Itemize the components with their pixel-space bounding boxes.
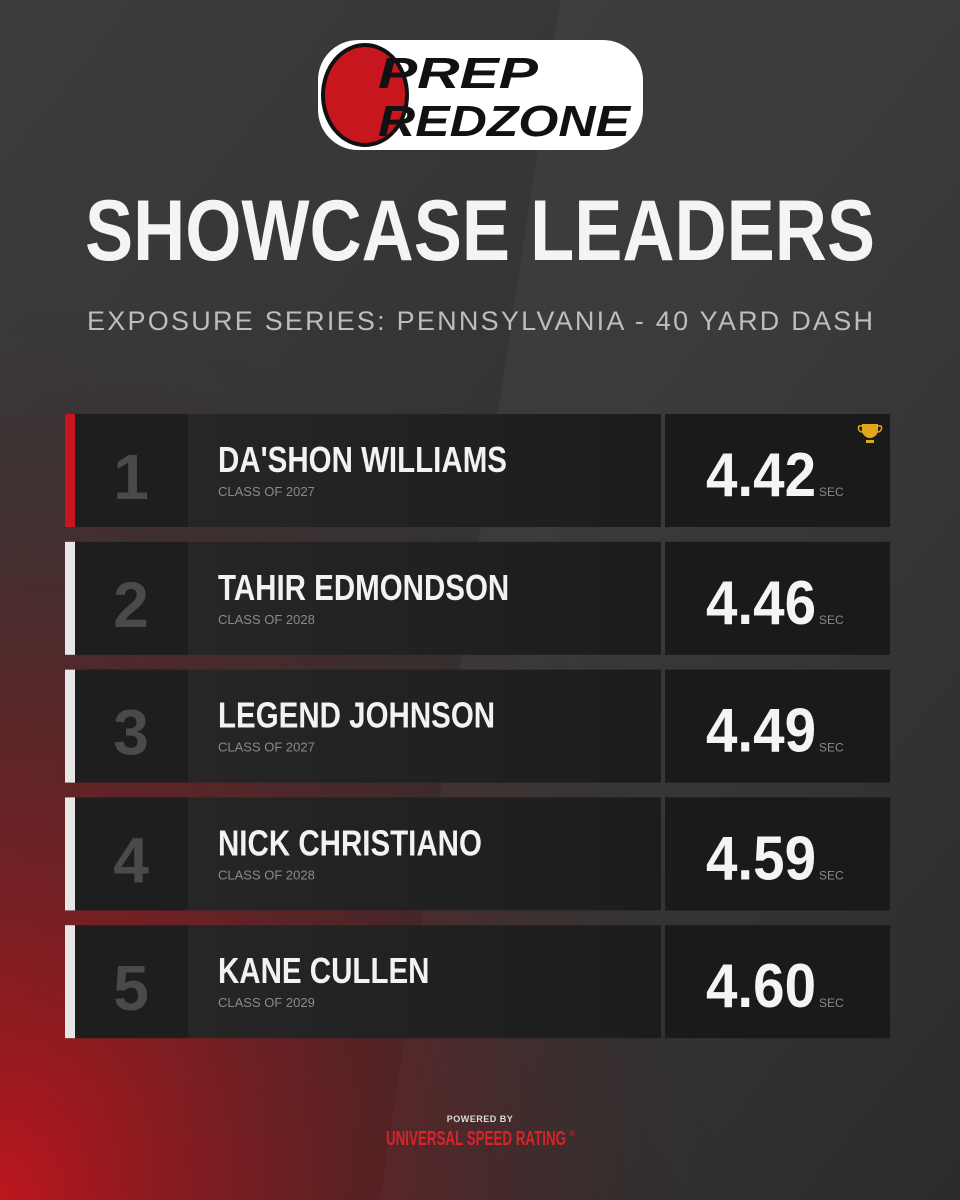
time-cell: [665, 797, 890, 911]
time: 4.49: [706, 697, 816, 766]
time-cell: [665, 541, 890, 655]
class-year: CLASS OF 2027: [218, 484, 315, 499]
name-cell: [188, 797, 661, 911]
rank-stripe: [65, 414, 75, 527]
time: 4.60: [706, 952, 816, 1021]
logo-line1: PREP: [378, 49, 539, 98]
time-unit: SEC: [819, 996, 844, 1010]
time: 4.59: [706, 824, 816, 893]
rank-cell: [65, 414, 188, 527]
subtitle: EXPOSURE SERIES: PENNSYLVANIA - 40 YARD …: [87, 306, 873, 336]
logo-ball: [321, 43, 409, 147]
trophy-handles: [857, 425, 883, 433]
player-name: KANE CULLEN: [218, 950, 429, 990]
leader-row: 1 DA'SHON WILLIAMS CLASS OF 2027 4.42 SEC: [65, 414, 890, 527]
rank: 2: [113, 569, 149, 641]
rank-cell: [65, 669, 188, 783]
rank-cell: [65, 797, 188, 911]
time: 4.42: [706, 441, 816, 510]
class-year: CLASS OF 2028: [218, 612, 315, 627]
logo-line2: REDZONE: [378, 97, 632, 146]
registered-mark: ®: [569, 1129, 575, 1138]
name-cell: [188, 541, 661, 655]
name-cell: [188, 669, 661, 783]
rank: 3: [113, 697, 149, 769]
time-cell: [665, 669, 890, 783]
rank: 1: [113, 441, 149, 513]
name-cell: [188, 414, 661, 527]
rank-cell: [65, 541, 188, 655]
brand: UNIVERSAL SPEED RATING: [386, 1128, 566, 1150]
rank-stripe: [65, 541, 75, 655]
player-name: DA'SHON WILLIAMS: [218, 439, 507, 479]
class-year: CLASS OF 2028: [218, 867, 315, 882]
time: 4.46: [706, 569, 816, 638]
rank-stripe: [65, 925, 75, 1039]
rank-stripe: [65, 669, 75, 783]
rank: 5: [113, 952, 149, 1024]
rank-cell: [65, 925, 188, 1039]
player-name: NICK CHRISTIANO: [218, 823, 482, 863]
time-unit: SEC: [819, 868, 844, 882]
player-name: LEGEND JOHNSON: [218, 695, 495, 735]
leader-row: 3 LEGEND JOHNSON CLASS OF 2027 4.49 SEC: [65, 669, 890, 783]
time-cell: [665, 414, 890, 527]
class-year: CLASS OF 2029: [218, 995, 315, 1010]
trophy-icon: [857, 424, 883, 443]
leader-row: 5 KANE CULLEN CLASS OF 2029 4.60 SEC: [65, 925, 890, 1039]
rank: 4: [113, 824, 149, 896]
leader-row: 2 TAHIR EDMONDSON CLASS OF 2028 4.46 SEC: [65, 541, 890, 655]
rank-stripe: [65, 797, 75, 911]
player-name: TAHIR EDMONDSON: [218, 567, 509, 607]
time-unit: SEC: [819, 485, 844, 499]
time-unit: SEC: [819, 741, 844, 755]
trophy-cup: [862, 424, 878, 443]
name-cell: [188, 925, 661, 1039]
powered-by: POWERED BY: [447, 1114, 514, 1124]
leader-row: 4 NICK CHRISTIANO CLASS OF 2028 4.59 SEC: [65, 797, 890, 911]
time-cell: [665, 925, 890, 1039]
time-unit: SEC: [819, 613, 844, 627]
class-year: CLASS OF 2027: [218, 740, 315, 755]
logo: PREP REDZONE: [318, 40, 643, 150]
title: SHOWCASE LEADERS: [85, 183, 875, 279]
